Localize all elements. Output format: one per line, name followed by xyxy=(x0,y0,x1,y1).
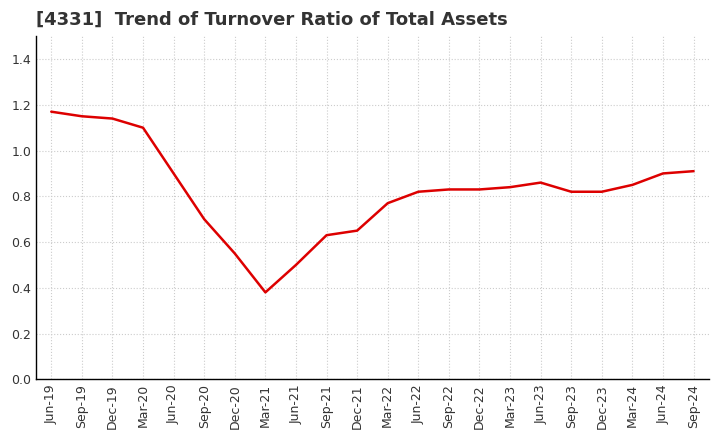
Text: [4331]  Trend of Turnover Ratio of Total Assets: [4331] Trend of Turnover Ratio of Total … xyxy=(36,11,508,29)
